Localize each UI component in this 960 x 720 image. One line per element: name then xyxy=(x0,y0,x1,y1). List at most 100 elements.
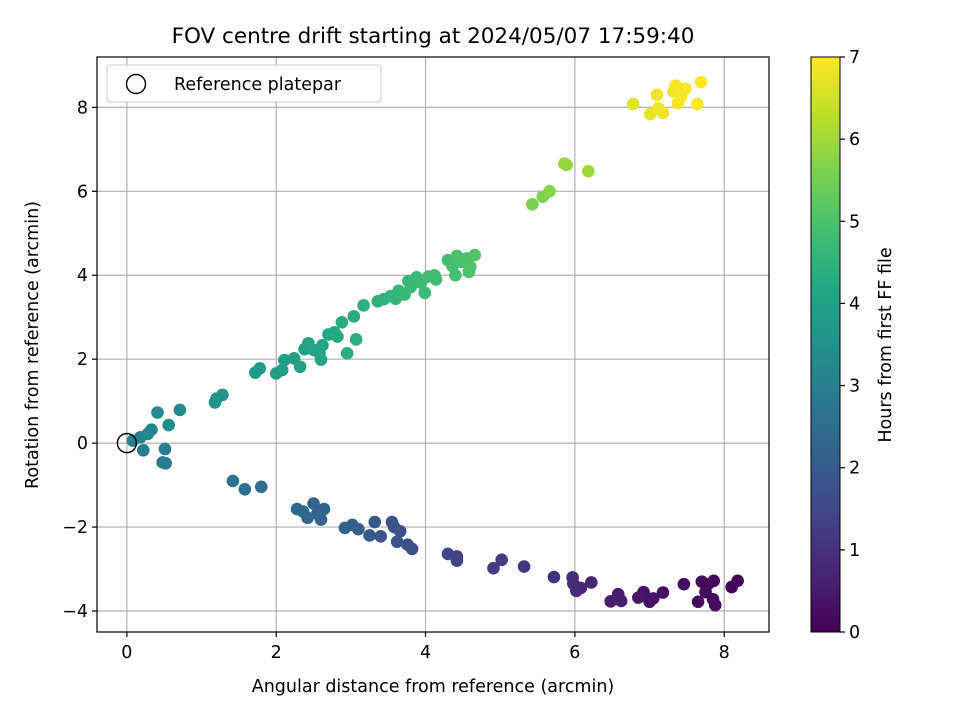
data-point xyxy=(626,97,640,111)
data-point xyxy=(584,576,598,589)
data-point xyxy=(695,575,709,588)
x-tick-label: 6 xyxy=(569,643,580,663)
data-point xyxy=(650,88,664,102)
data-point xyxy=(450,554,464,567)
data-point xyxy=(385,515,399,529)
colorbar xyxy=(810,56,841,633)
data-point xyxy=(708,598,722,612)
data-point xyxy=(691,595,705,609)
data-point xyxy=(151,406,164,419)
colorbar-tick-label: 5 xyxy=(849,212,860,232)
plot-frame xyxy=(96,56,770,633)
x-tick-label: 8 xyxy=(719,643,730,663)
data-point xyxy=(156,456,170,469)
data-point xyxy=(238,482,252,496)
data-point xyxy=(614,594,628,608)
data-point xyxy=(691,97,704,111)
y-tick-label: 6 xyxy=(77,182,88,202)
colorbar-label: Hours from first FF file xyxy=(876,247,896,442)
colorbar-tick-label: 3 xyxy=(849,377,860,397)
data-point xyxy=(418,286,432,300)
colorbar-tick-label: 6 xyxy=(849,130,860,150)
data-point xyxy=(331,330,344,343)
data-point xyxy=(526,198,539,211)
chart-title: FOV centre drift starting at 2024/05/07 … xyxy=(172,24,695,49)
data-point xyxy=(643,595,656,609)
x-tick-label: 0 xyxy=(121,643,132,663)
colorbar-tick-label: 1 xyxy=(849,541,860,561)
data-point xyxy=(316,339,329,352)
data-point xyxy=(357,299,370,312)
data-point xyxy=(495,553,508,567)
data-point xyxy=(310,507,324,520)
data-point xyxy=(566,571,579,584)
x-axis-label: Angular distance from reference (arcmin) xyxy=(252,677,615,697)
data-point xyxy=(338,521,352,535)
x-tick-label: 2 xyxy=(271,643,282,663)
x-tick-label: 4 xyxy=(420,643,431,663)
data-point xyxy=(253,362,267,375)
data-point xyxy=(429,273,443,286)
data-point xyxy=(347,310,361,323)
y-tick-label: 4 xyxy=(77,266,88,286)
data-point xyxy=(560,158,573,172)
colorbar-tick-label: 0 xyxy=(849,623,860,643)
data-point xyxy=(307,497,320,510)
reference-platepar-marker xyxy=(116,432,138,454)
legend-box xyxy=(106,64,382,103)
legend-entry: Reference platepar xyxy=(174,75,342,95)
grid-lines xyxy=(97,57,769,632)
colorbar-ticks: 0 1 2 3 4 5 6 7 xyxy=(840,48,860,643)
data-point xyxy=(293,360,307,374)
y-tick-label: 0 xyxy=(77,434,88,454)
data-point xyxy=(145,423,158,437)
data-point xyxy=(656,586,670,599)
y-axis-label: Rotation from reference (arcmin) xyxy=(23,201,43,489)
data-point xyxy=(349,333,363,346)
data-point xyxy=(582,164,595,178)
y-tick-label: 2 xyxy=(77,350,88,370)
data-point xyxy=(340,347,354,360)
data-point xyxy=(632,591,645,604)
data-point xyxy=(441,547,455,561)
data-point xyxy=(363,529,376,542)
data-point xyxy=(226,474,240,488)
data-points xyxy=(126,75,744,612)
data-point xyxy=(314,353,328,366)
data-point xyxy=(543,185,556,198)
y-tick-label: 8 xyxy=(77,98,88,118)
y-tick-label: −4 xyxy=(62,602,88,622)
legend: Reference platepar xyxy=(106,64,382,103)
data-point xyxy=(464,260,477,274)
data-point xyxy=(275,363,289,377)
data-point xyxy=(162,418,175,432)
data-point xyxy=(136,443,150,457)
colorbar-tick-label: 7 xyxy=(849,48,860,68)
data-point xyxy=(656,106,670,120)
data-point xyxy=(368,515,382,529)
legend-marker-icon xyxy=(125,73,147,95)
data-point xyxy=(216,388,229,402)
data-point xyxy=(254,480,268,494)
data-point xyxy=(677,577,691,591)
data-point xyxy=(725,580,738,594)
data-point xyxy=(290,502,304,516)
data-point xyxy=(547,570,561,584)
data-point xyxy=(374,530,388,543)
data-point xyxy=(604,595,618,608)
data-point xyxy=(278,353,291,367)
data-point xyxy=(404,280,417,294)
data-point xyxy=(335,315,349,329)
colorbar-tick-label: 2 xyxy=(849,459,860,479)
reference-marker xyxy=(116,432,138,454)
data-point xyxy=(694,75,708,89)
y-axis-ticks: −4 −2 0 2 4 6 8 xyxy=(62,98,97,622)
data-point xyxy=(158,442,172,456)
data-point xyxy=(173,403,187,417)
data-point xyxy=(517,560,531,573)
data-point xyxy=(390,535,404,549)
data-point xyxy=(449,268,462,282)
data-point xyxy=(468,248,482,262)
x-axis-ticks: 0 2 4 6 8 xyxy=(121,632,730,663)
